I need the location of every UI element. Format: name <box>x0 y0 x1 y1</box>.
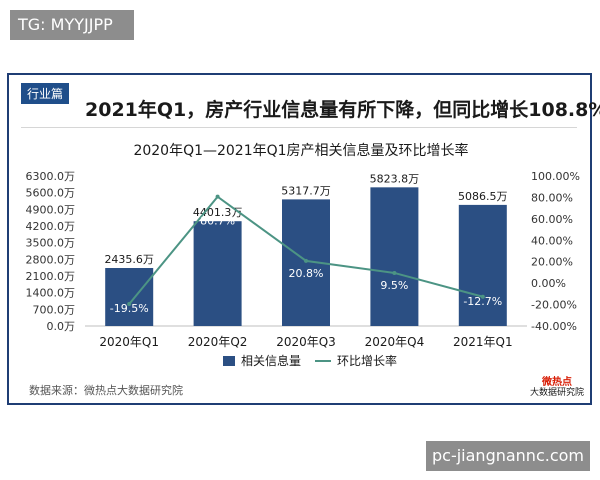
left-tick-label: 2800.0万 <box>26 253 76 266</box>
headline: 2021年Q1，房产行业信息量有所下降，但同比增长108.8% <box>85 99 600 121</box>
right-tick-label: 20.00% <box>531 256 573 269</box>
left-axis: 0.0万 700.0万 1400.0万 2100.0万 2800.0万 3500.0万 42… <box>26 170 76 333</box>
bar <box>370 187 419 326</box>
growth-point <box>215 194 220 199</box>
logo-line1: 微热点 <box>542 377 572 388</box>
growth-value-label: -19.5% <box>110 302 149 315</box>
watermark-top-left: TG: MYYJJPP <box>10 10 134 40</box>
legend-bar-swatch <box>223 356 235 366</box>
category-label: 2021年Q1 <box>453 335 513 349</box>
bar <box>458 204 507 326</box>
right-tick-label: 40.00% <box>531 234 573 247</box>
infographic-card: 行业篇 2021年Q1，房产行业信息量有所下降，但同比增长108.8% 2020… <box>7 73 600 405</box>
right-tick-label: 0.00% <box>531 277 566 290</box>
legend-line-label: 环比增长率 <box>337 353 397 368</box>
bar-value-label: 5086.5万 <box>458 190 508 203</box>
left-tick-label: 700.0万 <box>33 303 76 316</box>
right-tick-label: -40.00% <box>531 320 577 333</box>
bar <box>193 221 242 326</box>
left-tick-label: 4900.0万 <box>26 203 76 216</box>
bar-series <box>105 187 507 326</box>
right-axis: -40.00% -20.00% 0.00% 20.00% 40.00% 60.00% 80.… <box>531 170 580 333</box>
growth-point <box>392 270 397 275</box>
growth-value-label: 20.8% <box>289 267 324 280</box>
category-labels: 2020年Q1 2020年Q2 2020年Q3 2020年Q4 2021年Q1 <box>99 335 512 349</box>
bar-value-label: 5317.7万 <box>281 184 331 197</box>
left-tick-label: 1400.0万 <box>26 287 76 300</box>
data-source: 数据来源：微热点大数据研究院 <box>29 384 183 397</box>
bar-value-label: 2435.6万 <box>104 253 154 266</box>
growth-value-label: 80.7% <box>200 215 235 228</box>
watermark-bottom-right: pc-jiangnannc.com <box>426 441 590 471</box>
right-tick-label: 100.00% <box>531 170 580 183</box>
chart-title: 2020年Q1—2021年Q1房产相关信息量及环比增长率 <box>133 142 468 159</box>
divider <box>21 127 577 128</box>
left-tick-label: 4200.0万 <box>26 220 76 233</box>
growth-point <box>127 302 132 307</box>
growth-point <box>304 258 308 263</box>
right-tick-label: 80.00% <box>531 191 573 204</box>
category-label: 2020年Q4 <box>365 335 425 349</box>
left-tick-label: 6300.0万 <box>26 170 76 183</box>
line-series <box>127 194 485 307</box>
legend: 相关信息量 环比增长率 <box>223 353 397 368</box>
line-labels: -19.5% 80.7% 20.8% 9.5% -12.7% <box>110 215 503 315</box>
category-label: 2020年Q1 <box>99 335 159 349</box>
legend-bar-label: 相关信息量 <box>241 353 301 368</box>
growth-value-label: 9.5% <box>380 279 408 292</box>
left-tick-label: 3500.0万 <box>26 237 76 250</box>
logo-line2: 大数据研究院 <box>529 388 584 398</box>
brand-logo: 微热点 大数据研究院 <box>527 377 587 401</box>
growth-value-label: -12.7% <box>463 295 502 308</box>
bar-value-label: 5823.8万 <box>370 172 420 185</box>
bar <box>105 268 154 326</box>
category-label: 2020年Q3 <box>276 335 336 349</box>
section-tag: 行业篇 <box>21 83 70 104</box>
left-tick-label: 2100.0万 <box>26 270 76 283</box>
chart: 2020年Q1—2021年Q1房产相关信息量及环比增长率 0.0万 700.0万 1… <box>26 142 580 368</box>
right-tick-label: 60.00% <box>531 213 573 226</box>
left-tick-label: 5600.0万 <box>26 187 76 200</box>
left-tick-label: 0.0万 <box>47 320 76 333</box>
growth-point <box>480 294 485 299</box>
right-tick-label: -20.00% <box>531 299 577 312</box>
bar-value-label: 4401.3万 <box>193 206 243 219</box>
category-label: 2020年Q2 <box>188 335 248 349</box>
bar-labels: 2435.6万 4401.3万 5317.7万 5823.8万 5086.5万 <box>104 172 507 266</box>
